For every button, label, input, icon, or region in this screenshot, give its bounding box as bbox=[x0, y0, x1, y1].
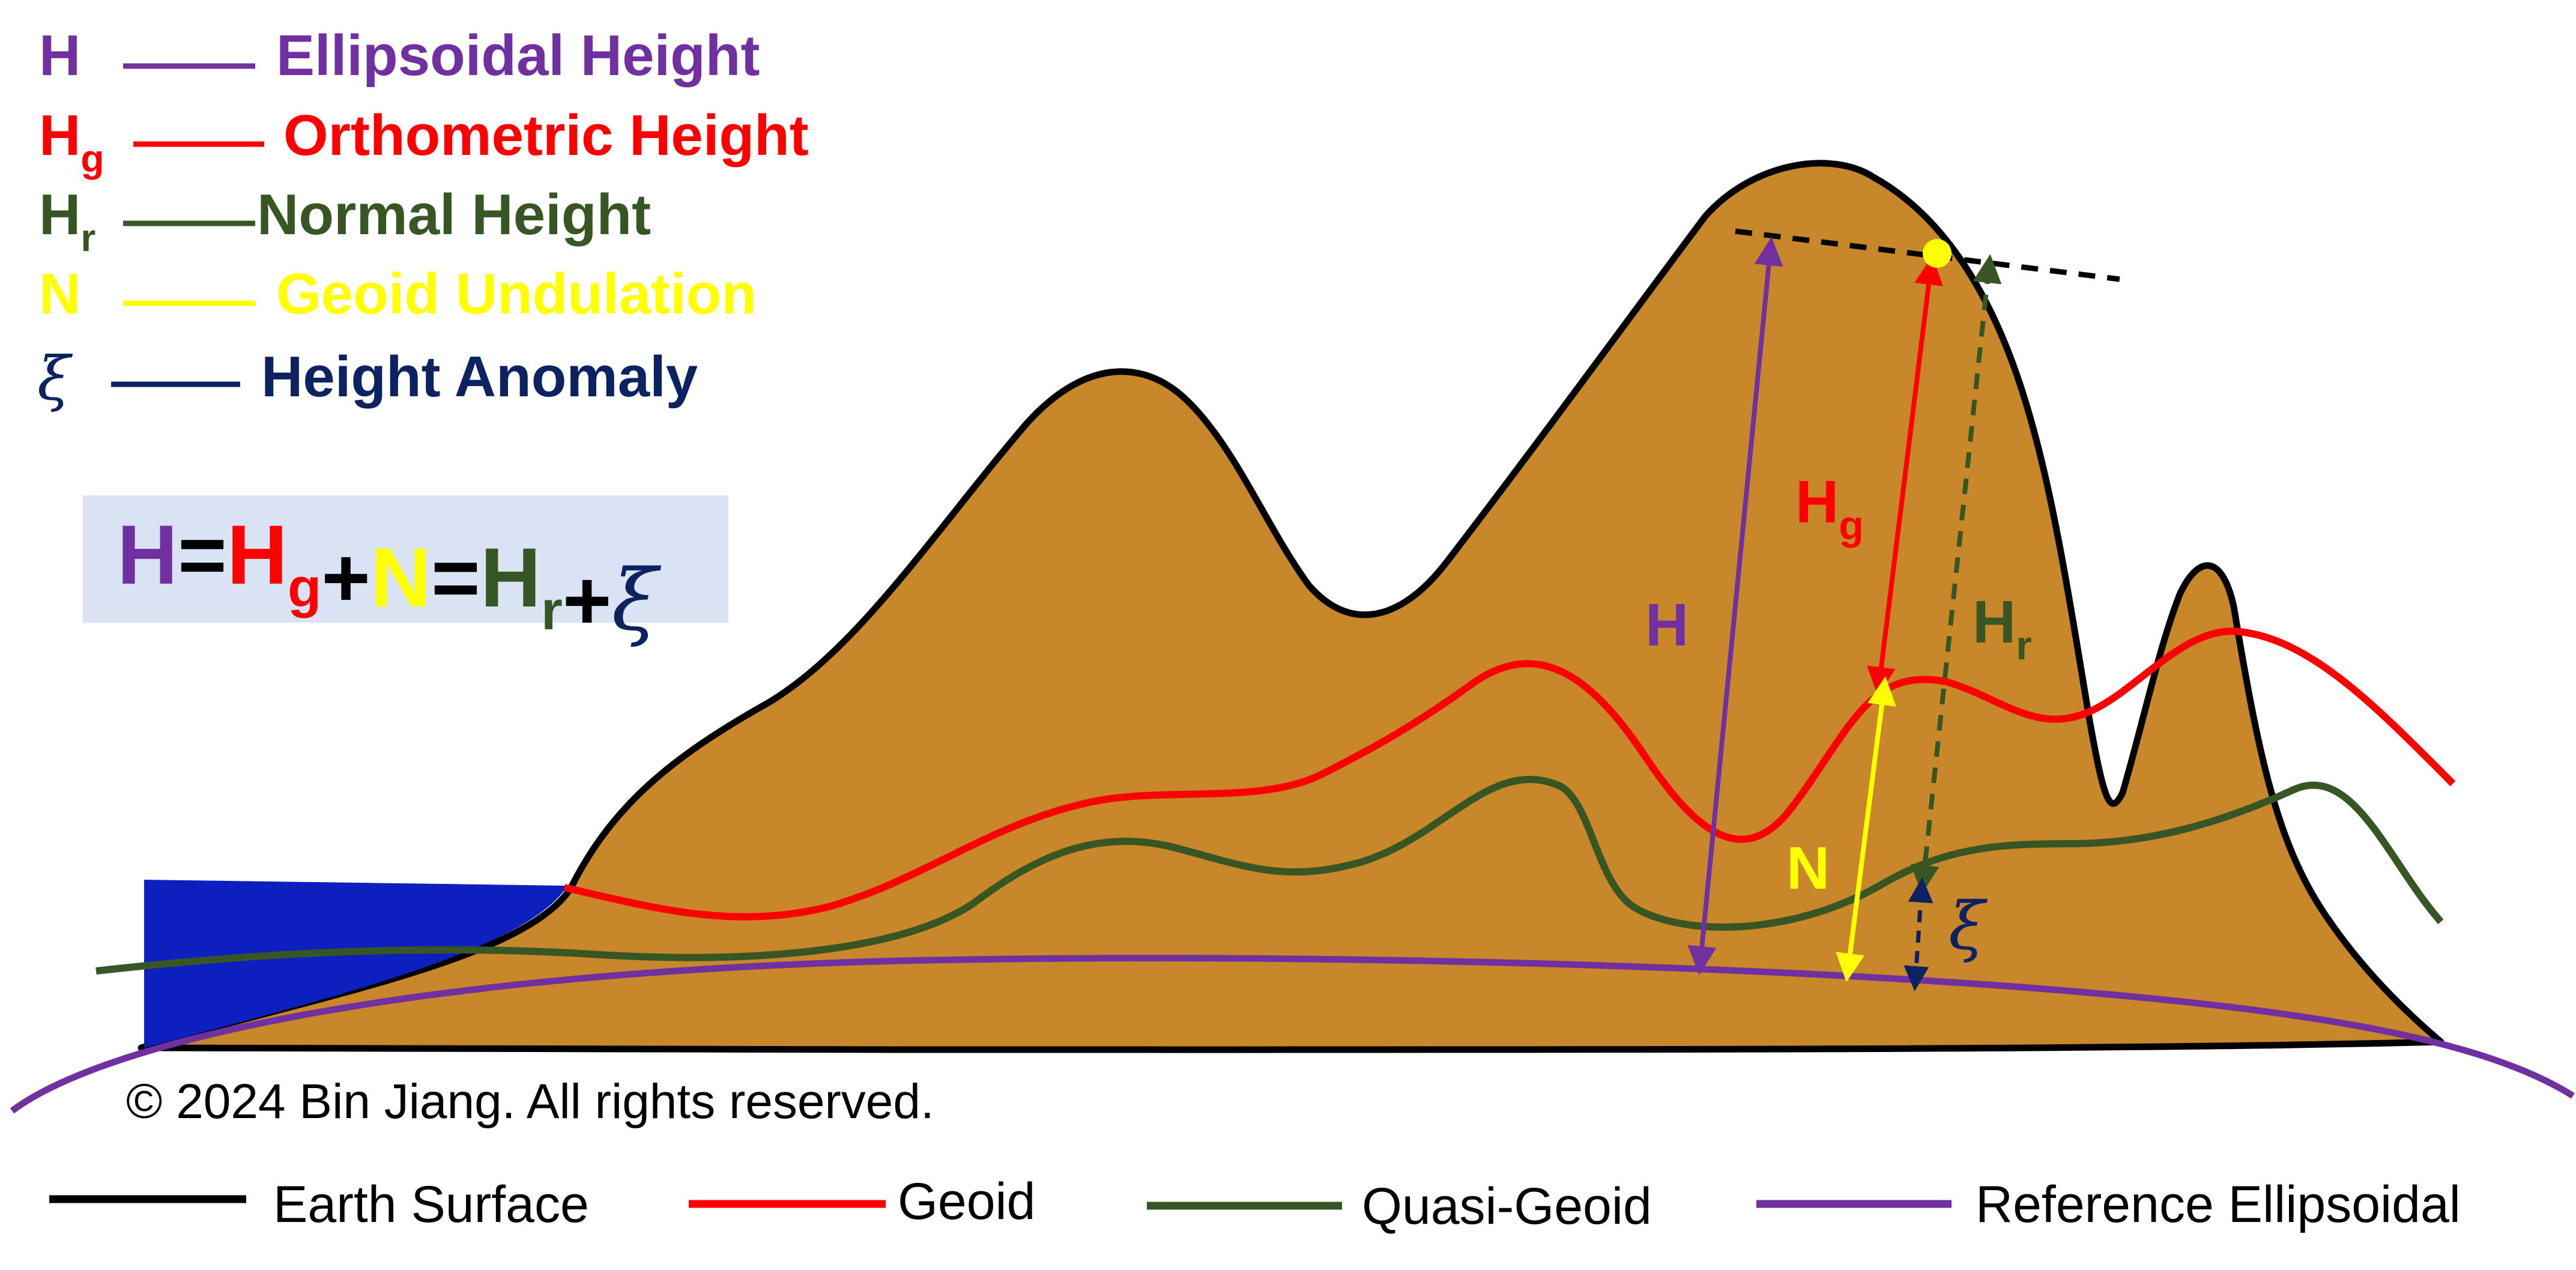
ellipsoidal-height-arrow bbox=[1687, 237, 1783, 975]
quasi-geoid-curve bbox=[95, 776, 2444, 975]
formula-part: H bbox=[480, 530, 541, 624]
bottom-legend-label-earth-surface: Earth Surface bbox=[273, 1176, 589, 1233]
bottom-legend-label-geoid: Geoid bbox=[898, 1173, 1036, 1230]
label-orthometric-height: Hg bbox=[1795, 468, 1864, 548]
formula-part: H bbox=[117, 507, 178, 602]
label-geoid-undulation: N bbox=[1786, 835, 1830, 902]
normal-height-arrow bbox=[1910, 254, 2002, 894]
formula-background bbox=[83, 495, 728, 623]
bottom-legend-label-reference-ellipsoidal: Reference Ellipsoidal bbox=[1976, 1176, 2461, 1233]
geoid-curve bbox=[563, 627, 2456, 921]
formula-part: + bbox=[563, 553, 612, 647]
formula-box: H=Hg+N=Hr+ξ bbox=[83, 495, 728, 650]
bottom-legend-label-quasi-geoid: Quasi-Geoid bbox=[1362, 1178, 1652, 1235]
formula-part: + bbox=[321, 530, 370, 624]
ocean bbox=[144, 880, 567, 1048]
copyright-notice: © 2024 Bin Jiang. All rights reserved. bbox=[126, 1074, 934, 1129]
height-relation-formula: H=Hg+N=Hr+ξ bbox=[117, 507, 662, 650]
legend: H Ellipsoidal Height Hg Orthometric Heig… bbox=[37, 23, 809, 414]
legend-label-normal-height: Normal Height bbox=[257, 183, 651, 247]
formula-part: ξ bbox=[612, 552, 662, 650]
label-ellipsoidal-height: H bbox=[1645, 591, 1689, 659]
legend-symbol-geoid-undulation: N bbox=[39, 262, 80, 326]
legend-label-height-anomaly: Height Anomaly bbox=[261, 345, 698, 409]
legend-label-orthometric-height: Orthometric Height bbox=[283, 103, 809, 168]
formula-subscript: r bbox=[541, 580, 563, 641]
tangent-line bbox=[1735, 228, 2120, 282]
legend-label-ellipsoidal-height: Ellipsoidal Height bbox=[276, 23, 760, 88]
legend-label-geoid-undulation: Geoid Undulation bbox=[276, 262, 757, 326]
formula-subscript: g bbox=[288, 557, 321, 618]
formula-part: = bbox=[431, 530, 480, 624]
formula-part: N bbox=[370, 530, 431, 624]
label-normal-height: Hr bbox=[1973, 588, 2032, 668]
reference-ellipsoid-curve bbox=[10, 955, 2575, 1114]
formula-part: = bbox=[178, 507, 227, 602]
legend-symbol-normal-height: Hr bbox=[39, 183, 95, 259]
formula-part: H bbox=[227, 507, 288, 602]
geoid-undulation-arrow bbox=[1836, 676, 1896, 982]
legend-symbol-orthometric-height: Hg bbox=[39, 103, 104, 180]
bottom-legend: Earth Surface Geoid Quasi-Geoid Referenc… bbox=[49, 1173, 2461, 1235]
label-height-anomaly: ξ bbox=[1949, 887, 1988, 964]
legend-symbol-ellipsoidal-height: H bbox=[39, 23, 80, 88]
legend-symbol-height-anomaly: ξ bbox=[37, 343, 73, 414]
surface-point bbox=[1923, 239, 1952, 268]
height-anomaly-arrow bbox=[1903, 877, 1934, 991]
